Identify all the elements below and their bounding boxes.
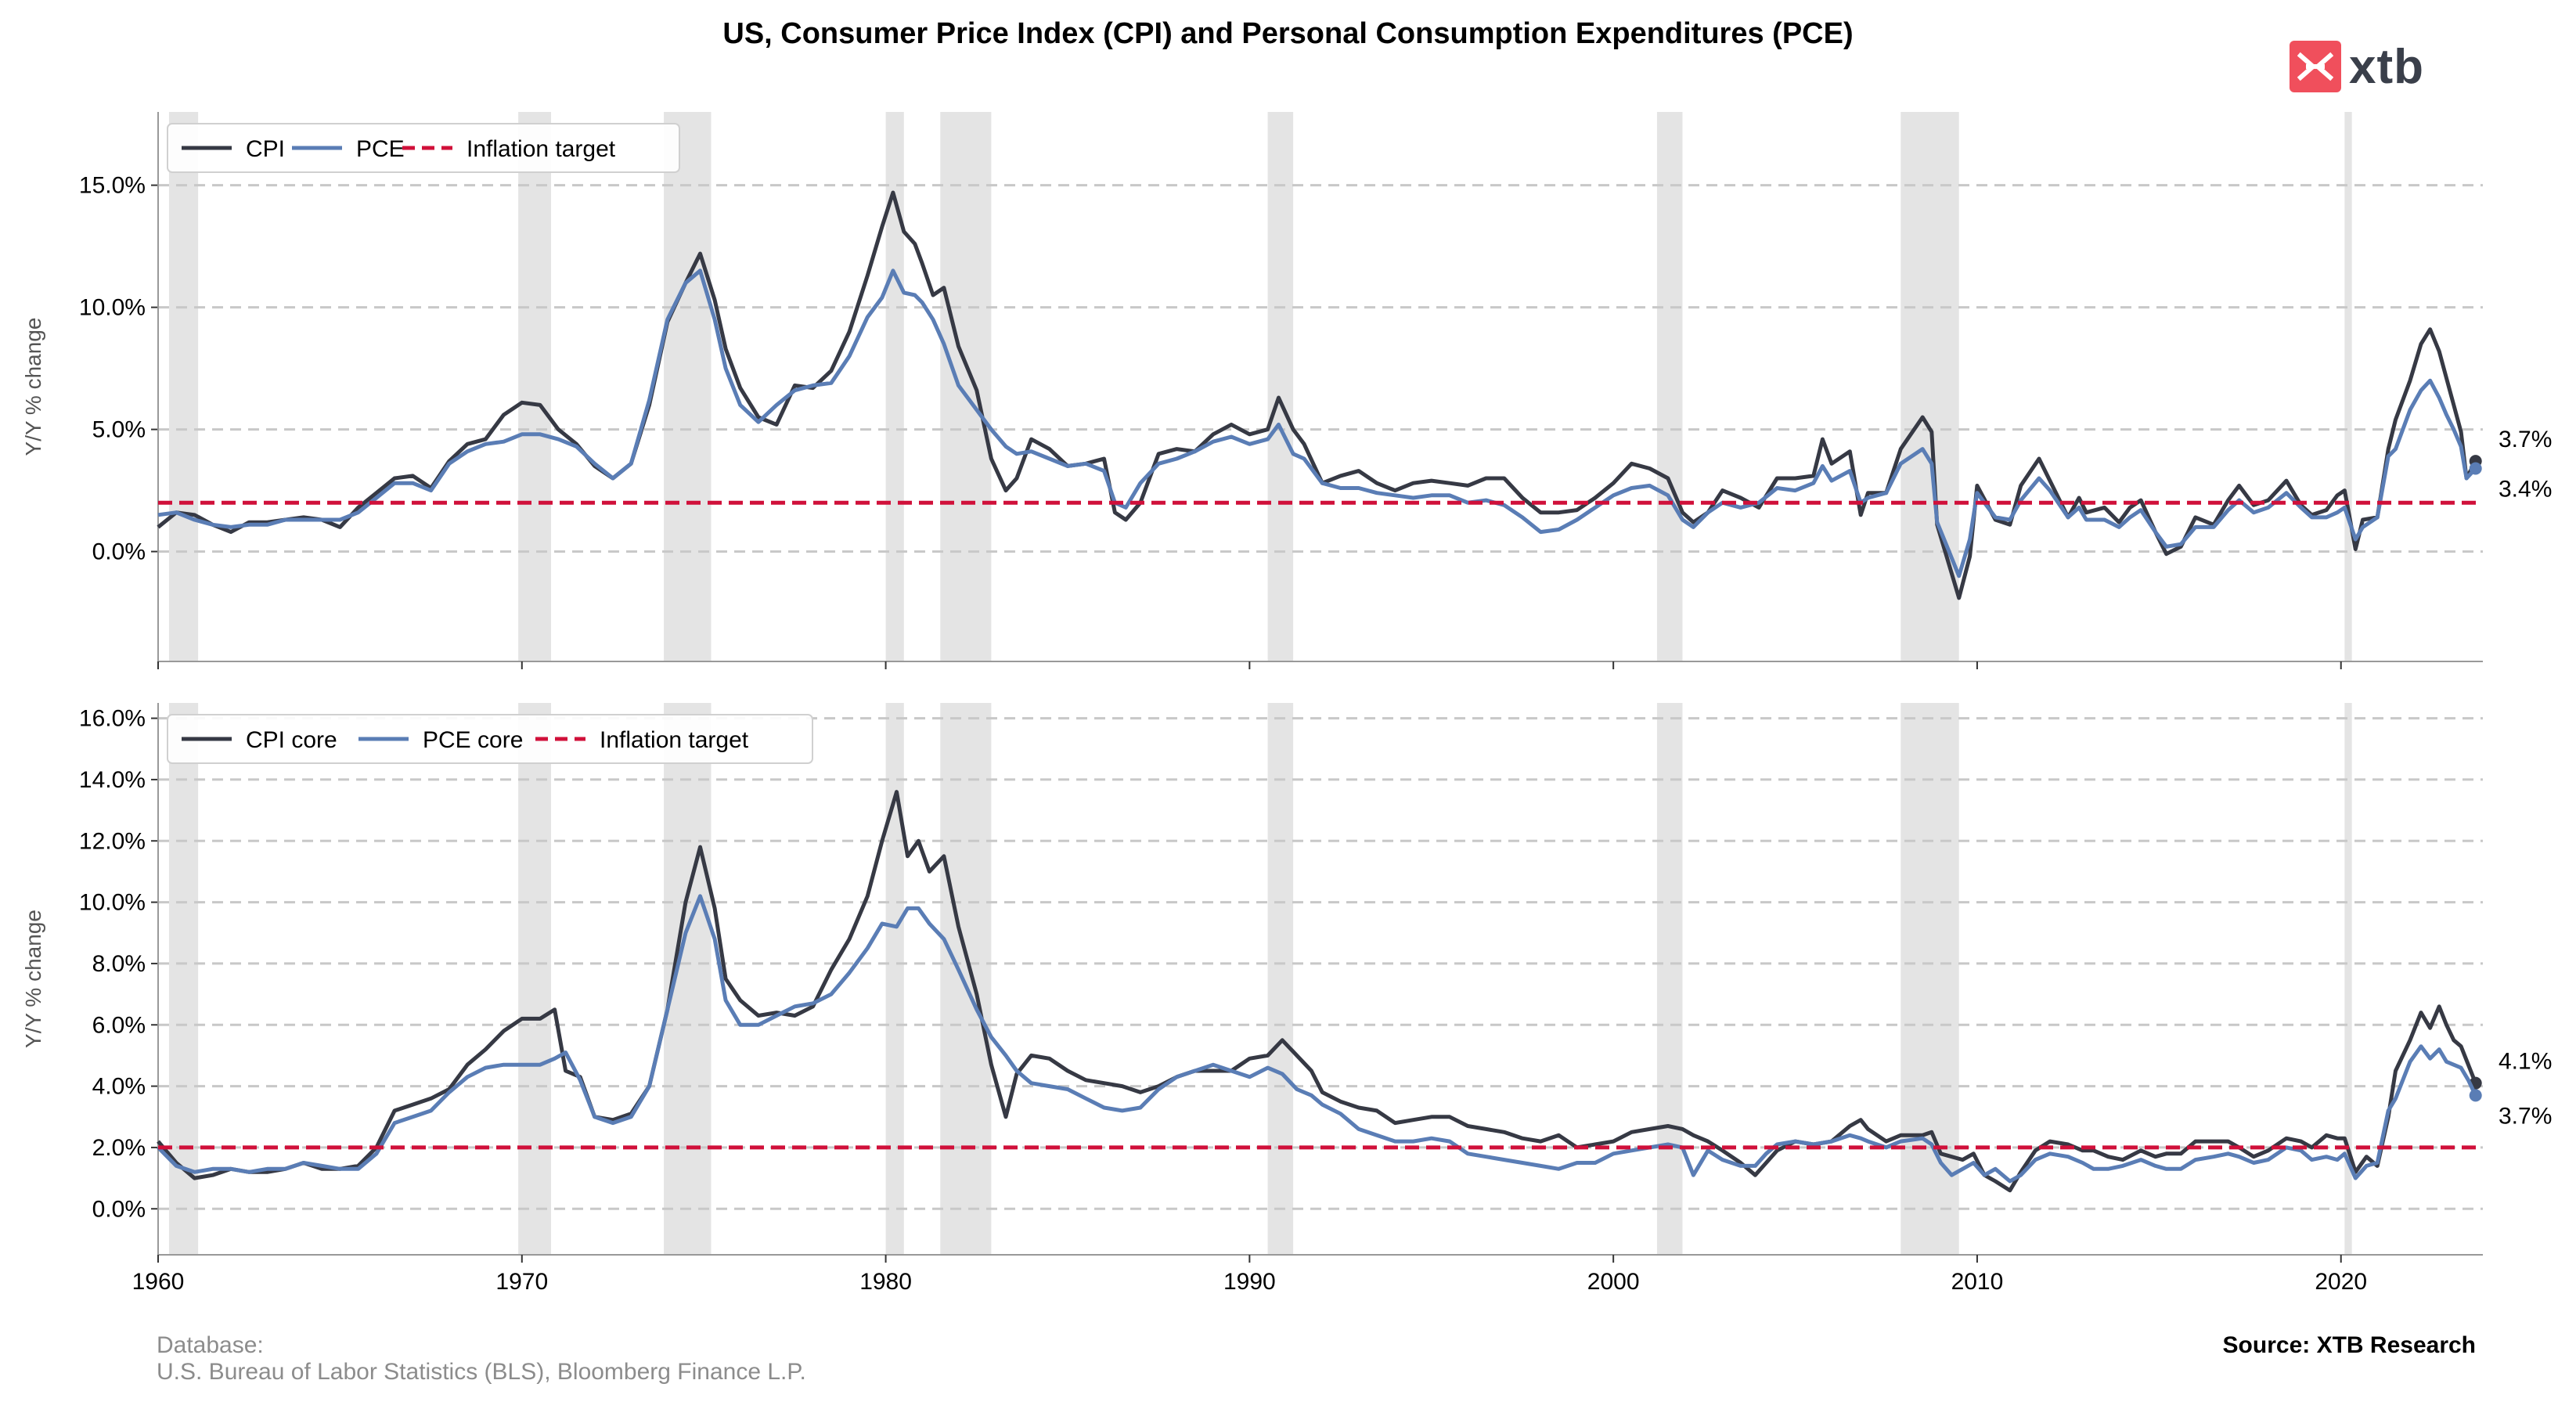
legend-label: CPI — [246, 136, 285, 162]
series-line — [157, 894, 2477, 1184]
x-tick-label: 2020 — [2315, 1269, 2367, 1295]
y-tick-label: 5.0% — [92, 417, 146, 443]
x-tick-label: 2000 — [1587, 1269, 1640, 1295]
y-axis-label: Y/Y % change — [21, 910, 45, 1048]
recession-band — [518, 703, 551, 1255]
recession-band — [664, 112, 712, 661]
recession-band — [168, 112, 199, 661]
y-tick-label: 0.0% — [92, 1196, 146, 1222]
y-tick-label: 10.0% — [79, 890, 146, 916]
legend-label: Inflation target — [467, 136, 616, 162]
y-tick-label: 0.0% — [92, 539, 146, 565]
legend-label: Inflation target — [600, 727, 749, 753]
legend-box — [167, 714, 813, 764]
recession-band — [940, 703, 992, 1255]
recession-band — [2344, 703, 2352, 1255]
y-axis-label: Y/Y % change — [21, 318, 45, 456]
y-tick-label: 6.0% — [92, 1012, 146, 1038]
x-tick-label: 2010 — [1951, 1269, 2004, 1295]
recession-band — [885, 112, 904, 661]
y-tick-label: 14.0% — [79, 767, 146, 793]
series-line — [157, 190, 2477, 600]
recession-band — [2344, 112, 2352, 661]
database-sources: U.S. Bureau of Labor Statistics (BLS), B… — [157, 1359, 806, 1385]
legend: CPI core PCE core Inflation target — [167, 714, 813, 764]
legend: CPI PCE Inflation target — [167, 123, 680, 173]
series-end-label: 3.4% — [2499, 477, 2552, 503]
recession-band — [1267, 703, 1294, 1255]
recession-band — [1900, 703, 1959, 1255]
chart-title: US, Consumer Price Index (CPI) and Perso… — [722, 17, 1854, 50]
database-label: Database: — [157, 1332, 264, 1358]
y-tick-label: 4.0% — [92, 1074, 146, 1100]
recession-band — [940, 112, 992, 661]
footer-database: Database: U.S. Bureau of Labor Statistic… — [157, 1332, 806, 1386]
y-tick-label: 8.0% — [92, 951, 146, 977]
xtb-logo: xtb — [2290, 39, 2424, 94]
x-tick-label: 1970 — [495, 1269, 548, 1295]
recession-band — [1900, 112, 1959, 661]
chart-panel-core: 0.0% 2.0% 4.0% 6.0% 8.0% 10.0% 12.0% 14.0% 16.0%… — [21, 703, 2552, 1295]
x-tick-label: 1990 — [1223, 1269, 1276, 1295]
y-tick-label: 16.0% — [79, 706, 146, 732]
x-tick-label: 1980 — [859, 1269, 912, 1295]
legend-label: PCE core — [423, 727, 523, 753]
series-end-label: 3.7% — [2499, 427, 2552, 452]
series-end-label: 4.1% — [2499, 1049, 2552, 1075]
legend-label: PCE — [356, 136, 405, 162]
y-tick-label: 12.0% — [79, 828, 146, 854]
xtb-logo-mark-icon — [2290, 41, 2341, 92]
y-tick-label: 15.0% — [79, 173, 146, 199]
recession-band — [1267, 112, 1294, 661]
recession-band — [885, 703, 904, 1255]
recession-band — [1656, 112, 1683, 661]
chart-panel-cpi-pce: 0.0% 5.0% 10.0% 15.0% Y/Y % change 3.7% 3.4% CP… — [21, 112, 2552, 669]
x-tick-label: 1960 — [132, 1269, 185, 1295]
source-label: Source: XTB Research — [2222, 1332, 2476, 1358]
y-tick-label: 2.0% — [92, 1135, 146, 1161]
series-line — [157, 268, 2477, 578]
recession-band — [518, 112, 551, 661]
xtb-logo-text: xtb — [2349, 39, 2424, 94]
y-tick-label: 10.0% — [79, 295, 146, 321]
series-line — [157, 790, 2478, 1193]
recession-band — [1656, 703, 1683, 1255]
legend-label: CPI core — [246, 727, 337, 753]
series-end-point — [2469, 1089, 2482, 1102]
series-end-label: 3.7% — [2499, 1103, 2552, 1129]
series-end-point — [2469, 462, 2482, 475]
